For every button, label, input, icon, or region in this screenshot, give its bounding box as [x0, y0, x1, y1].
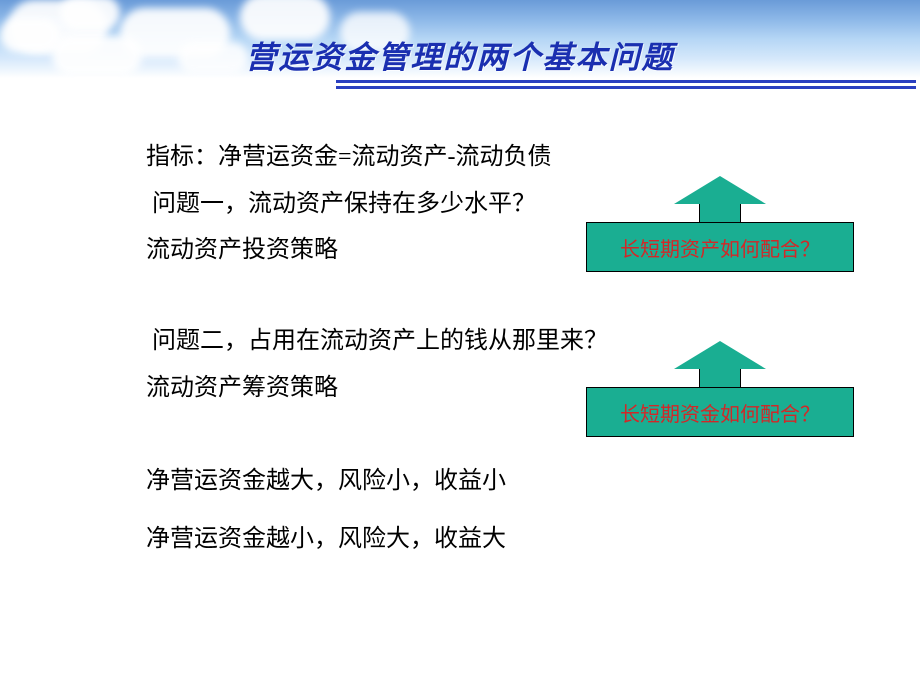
callout-funding: 长短期资金如何配合？ [586, 341, 854, 437]
up-arrow-icon [674, 341, 766, 369]
callout-box-funding: 长短期资金如何配合？ [586, 387, 854, 437]
arrow-stem [699, 369, 741, 387]
text-question-2: 问题二，占用在流动资产上的钱从那里来？ [146, 320, 608, 355]
callout-assets: 长短期资产如何配合？ [586, 176, 854, 272]
text-indicator: 指标：净营运资金=流动资产-流动负债 [146, 136, 552, 171]
up-arrow-icon [674, 176, 766, 204]
cloud [60, 0, 120, 30]
text-question-1: 问题一，流动资产保持在多少水平？ [146, 183, 536, 218]
slide-title: 营运资金管理的两个基本问题 [0, 32, 920, 77]
title-underline-1 [336, 80, 916, 83]
text-larger-nwc: 净营运资金越大，风险小，收益小 [146, 460, 506, 495]
text-strategy-2: 流动资产筹资策略 [146, 367, 338, 402]
callout-box-assets: 长短期资产如何配合？ [586, 222, 854, 272]
text-smaller-nwc: 净营运资金越小，风险大，收益大 [146, 518, 506, 553]
title-underline-2 [336, 86, 916, 89]
text-strategy-1: 流动资产投资策略 [146, 229, 338, 264]
arrow-stem [699, 204, 741, 222]
